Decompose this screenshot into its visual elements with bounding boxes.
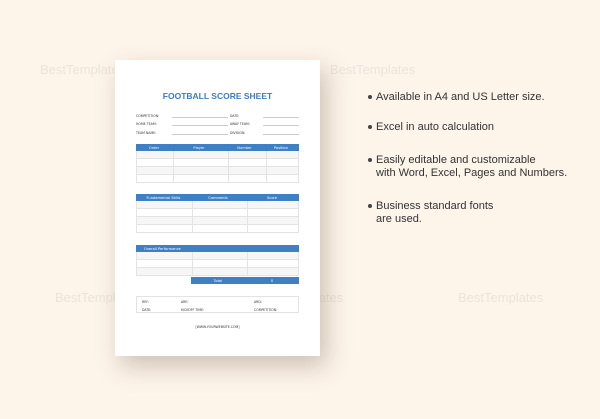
watermark: BestTemplates bbox=[330, 62, 416, 77]
col-header: Comments bbox=[208, 195, 228, 200]
skills-table: Fundamental Skills Comments Score bbox=[136, 194, 299, 233]
field-line bbox=[172, 117, 228, 118]
footer-box: REF: ARE: ARD: DATE: KICKOFF TIME: COMPE… bbox=[136, 296, 299, 313]
col-header: Position bbox=[274, 145, 288, 150]
watermark: BestTemplates bbox=[458, 290, 544, 305]
bullet-item: Business standard fonts are used. bbox=[368, 200, 493, 226]
field-line bbox=[263, 117, 299, 118]
footer-label: ARD: bbox=[254, 300, 262, 304]
col-header: Player bbox=[193, 145, 205, 150]
bullet-text: Business standard fonts bbox=[376, 200, 494, 212]
bullet-item: Excel in auto calculation bbox=[368, 121, 494, 134]
bullet-icon bbox=[368, 125, 372, 129]
sheet-title: FOOTBALL SCORE SHEET bbox=[162, 91, 273, 101]
field-label: DIVISION: bbox=[230, 131, 246, 135]
total-value: 0 bbox=[270, 278, 274, 283]
performance-table: Overall Performance Total 0 bbox=[136, 245, 299, 284]
bullet-icon bbox=[368, 158, 372, 162]
watermark: BestTemplates bbox=[40, 62, 126, 77]
footer-label: DATE: bbox=[142, 308, 152, 312]
total-label: Total bbox=[213, 278, 223, 283]
field-line bbox=[172, 125, 228, 126]
bullet-text: are used. bbox=[376, 213, 422, 225]
field-line bbox=[263, 125, 299, 126]
website: [WWW.YOURWEBSITE.COM] bbox=[195, 325, 240, 329]
field-line bbox=[172, 134, 228, 135]
col-header: Number bbox=[237, 145, 252, 150]
footer-label: REF: bbox=[142, 300, 149, 304]
footer-label: ARE: bbox=[181, 300, 189, 304]
bullet-icon bbox=[368, 95, 372, 99]
bullet-text: with Word, Excel, Pages and Numbers. bbox=[376, 167, 568, 179]
bullet-text: Available in A4 and US Letter size. bbox=[376, 91, 545, 103]
bullet-text: Easily editable and customizable bbox=[376, 154, 536, 166]
bullet-item: Easily editable and customizable with Wor… bbox=[368, 154, 567, 180]
score-sheet-preview: FOOTBALL SCORE SHEET COMPETITION: HOME T… bbox=[115, 60, 320, 356]
bullet-icon bbox=[368, 204, 372, 208]
footer-label: KICKOFF TIME: bbox=[181, 308, 205, 312]
col-header: Score bbox=[266, 195, 278, 200]
col-header: Order bbox=[148, 145, 160, 150]
field-label: HOME TEAM: bbox=[136, 122, 157, 126]
field-label: COMPETITION: bbox=[136, 114, 160, 118]
bullet-text: Excel in auto calculation bbox=[376, 121, 495, 133]
field-label: TEAM NAME: bbox=[136, 131, 157, 135]
col-header: Overall Performance bbox=[144, 246, 181, 251]
field-line bbox=[263, 134, 299, 135]
player-table: Order Player Number Position bbox=[136, 144, 299, 183]
col-header: Fundamental Skills bbox=[146, 195, 181, 200]
bullet-item: Available in A4 and US Letter size. bbox=[368, 91, 545, 104]
field-label: AWAY TEAM: bbox=[230, 122, 250, 126]
footer-label: COMPETITION: bbox=[254, 308, 278, 312]
field-label: DATE: bbox=[230, 114, 240, 118]
